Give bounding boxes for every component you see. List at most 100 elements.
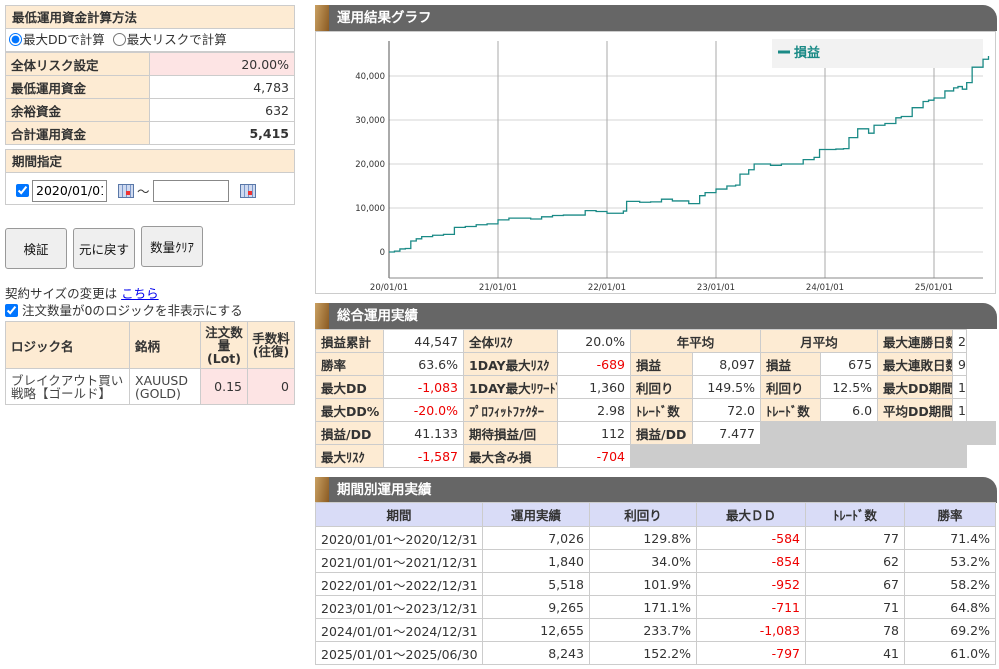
period-cell: 7,026 xyxy=(482,526,590,550)
summary-title: 総合運用実績 xyxy=(315,303,997,329)
period-cell: 41 xyxy=(805,641,905,665)
period-cell: 71.4% xyxy=(904,526,996,550)
period-cell: -952 xyxy=(696,572,806,596)
metric-label: 最大DD xyxy=(315,375,384,399)
funds-table: 全体リスク設定 20.00% 最低運用資金 4,783 余裕資金 632 合計運用資金… xyxy=(5,52,295,145)
period-cell: 12,655 xyxy=(482,618,590,642)
y-tick-label: 20,000 xyxy=(355,160,385,170)
logic-name: ブレイクアウト買い戦略【ゴールド】 xyxy=(5,368,130,405)
period-row: 2022/01/01～2022/12/31 5,518 101.9% -952 67 58… xyxy=(315,572,996,596)
funds-label: 全体リスク設定 xyxy=(5,52,150,76)
yearly-label: ﾄﾚｰﾄﾞ数 xyxy=(630,398,693,422)
chart-box: 0 10,000 20,000 30,000 40,000 20/01/01 21/01/0… xyxy=(315,31,996,294)
metric-label: 最大DD期間 xyxy=(877,375,954,399)
profit-chart: 0 10,000 20,000 30,000 40,000 20/01/01 21/01/0… xyxy=(355,39,990,293)
clear-quantity-button[interactable]: 数量ｸﾘｱ xyxy=(141,226,203,267)
period-cell: 77 xyxy=(805,526,905,550)
fee-input[interactable]: 0 xyxy=(247,368,295,405)
metric-value: 44,547 xyxy=(383,329,464,353)
summary-row: 最大DD% -20.0% ﾌﾟﾛﾌｨｯﾄﾌｧｸﾀｰ 2.98 ﾄﾚｰﾄﾞ数 72.0 ﾄﾚｰ… xyxy=(315,398,996,422)
monthly-value: 6.0 xyxy=(820,398,879,422)
period-cell: 101.9% xyxy=(589,572,697,596)
period-cell: -584 xyxy=(696,526,806,550)
metric-label: ﾌﾟﾛﾌｨｯﾄﾌｧｸﾀｰ xyxy=(463,398,558,422)
period-cell: 1,840 xyxy=(482,549,590,573)
metric-value: -1,083 xyxy=(383,375,464,399)
hide-zero-logic-toggle[interactable]: 注文数量が0のロジックを非表示にする xyxy=(5,300,243,319)
x-tick-label: 24/01/01 xyxy=(806,283,844,293)
calendar-icon[interactable] xyxy=(239,183,256,198)
summary-row: 最大ﾘｽｸ -1,587 最大含み損 -704 xyxy=(315,444,996,468)
monthly-value: 675 xyxy=(820,352,879,376)
period-panel: 期間指定 ～ xyxy=(5,149,295,205)
metric-value: 20.0% xyxy=(557,329,631,353)
radio-max-dd[interactable]: 最大DDで計算 xyxy=(9,32,105,47)
y-tick-label: 30,000 xyxy=(355,116,385,126)
metric-label: 期待損益/回 xyxy=(463,421,558,445)
period-row: 2020/01/01～2020/12/31 7,026 129.8% -584 77 71… xyxy=(315,526,996,550)
contract-size-note: 契約サイズの変更は こちら xyxy=(5,283,159,302)
yearly-value: 8,097 xyxy=(691,352,762,376)
legend-label: 損益 xyxy=(794,45,820,61)
start-date-input[interactable] xyxy=(32,179,107,202)
radio-max-risk[interactable]: 最大リスクで計算 xyxy=(112,32,227,47)
logic-table-header: ロジック名 銘柄 注文数量(Lot) 手数料(往復) xyxy=(5,321,295,369)
end-date-input[interactable] xyxy=(152,179,229,202)
metric-value: 19 xyxy=(952,398,968,422)
period-cell: 64.8% xyxy=(904,595,996,619)
calc-method-panel: 最低運用資金計算方法 最大DDで計算 最大リスクで計算 全体リスク設定 20.00… xyxy=(5,5,295,145)
metric-value: -689 xyxy=(557,352,631,376)
periods-header-cell: ﾄﾚｰﾄﾞ数 xyxy=(805,502,905,527)
x-tick-label: 23/01/01 xyxy=(697,283,735,293)
total-risk-value[interactable]: 20.00% xyxy=(149,52,295,76)
period-cell: 62 xyxy=(805,549,905,573)
logic-table: ロジック名 銘柄 注文数量(Lot) 手数料(往復) ブレイクアウト買い戦略【ゴ… xyxy=(5,321,295,405)
monthly-label: 損益 xyxy=(760,352,822,376)
profit-line xyxy=(389,55,990,253)
period-cell: 2022/01/01～2022/12/31 xyxy=(315,572,483,596)
reset-button[interactable]: 元に戻す xyxy=(73,228,135,269)
calendar-icon[interactable] xyxy=(118,183,134,198)
funds-value: 5,415 xyxy=(149,121,295,145)
funds-value: 632 xyxy=(149,98,295,122)
hide-zero-logic-checkbox[interactable] xyxy=(5,304,18,317)
y-tick-label: 0 xyxy=(380,248,385,258)
period-cell: -1,083 xyxy=(696,618,806,642)
radio-max-dd-label: 最大DDで計算 xyxy=(23,32,105,47)
period-cell: 2024/01/01～2024/12/31 xyxy=(315,618,483,642)
metric-value: 112 xyxy=(557,421,631,445)
contract-size-link[interactable]: こちら xyxy=(121,286,159,301)
periods-title: 期間別運用実績 xyxy=(315,477,997,503)
period-cell: 5,518 xyxy=(482,572,590,596)
y-tick-label: 10,000 xyxy=(355,204,385,214)
metric-value: 1,360 xyxy=(557,375,631,399)
calc-method-title: 最低運用資金計算方法 xyxy=(5,5,295,29)
funds-row: 全体リスク設定 20.00% xyxy=(5,52,295,76)
yearly-label: 利回り xyxy=(630,375,693,399)
period-title: 期間指定 xyxy=(5,149,295,173)
contract-size-text: 契約サイズの変更は xyxy=(5,286,118,301)
funds-label: 余裕資金 xyxy=(5,98,150,122)
yearly-label: 損益 xyxy=(630,352,693,376)
x-tick-label: 22/01/01 xyxy=(588,283,626,293)
metric-label: 損益累計 xyxy=(315,329,384,353)
funds-row: 余裕資金 632 xyxy=(5,98,295,122)
verify-button[interactable]: 検証 xyxy=(5,228,67,269)
period-cell: 2021/01/01～2021/12/31 xyxy=(315,549,483,573)
period-cell: -797 xyxy=(696,641,806,665)
monthly-label: ﾄﾚｰﾄﾞ数 xyxy=(760,398,822,422)
summary-row: 損益/DD 41.133 期待損益/回 112 損益/DD 7.477 xyxy=(315,421,996,445)
metric-value: 63.6% xyxy=(383,352,464,376)
metric-label: 損益/DD xyxy=(315,421,384,445)
period-cell: 8,243 xyxy=(482,641,590,665)
period-cell: -854 xyxy=(696,549,806,573)
period-row: 2021/01/01～2021/12/31 1,840 34.0% -854 62 53.… xyxy=(315,549,996,573)
radio-max-risk-label: 最大リスクで計算 xyxy=(126,32,227,47)
period-enable-checkbox[interactable] xyxy=(16,184,29,197)
metric-value: 110 xyxy=(952,375,968,399)
lot-input[interactable]: 0.15 xyxy=(200,368,248,405)
period-cell: 152.2% xyxy=(589,641,697,665)
metric-label: 最大含み損 xyxy=(463,444,558,468)
periods-header-cell: 最大ＤＤ xyxy=(696,502,806,527)
metric-label: 1DAY最大ﾘﾜｰﾄﾞ xyxy=(463,375,558,399)
